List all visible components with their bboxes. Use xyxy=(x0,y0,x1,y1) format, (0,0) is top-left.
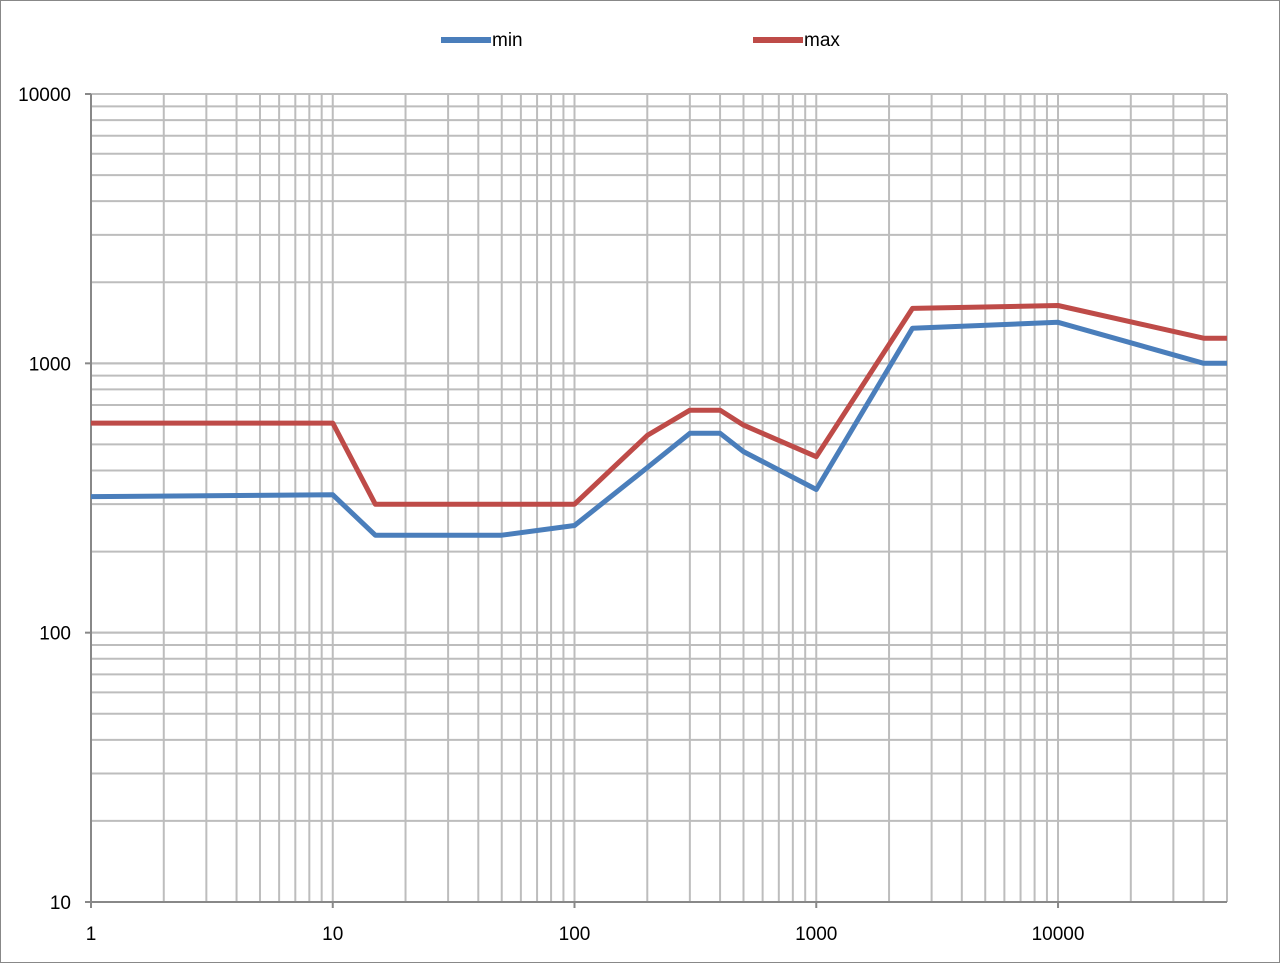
series-line-min xyxy=(90,319,1227,538)
y-tick-label: 10 xyxy=(50,893,71,914)
x-tick-label: 1 xyxy=(86,924,97,945)
gridlines xyxy=(90,93,1228,903)
legend-label-min: min xyxy=(492,30,523,51)
x-tick-label: 100 xyxy=(559,924,591,945)
x-tick-label: 10 xyxy=(322,924,343,945)
x-tick-label: 10000 xyxy=(1032,924,1085,945)
x-tick-label: 1000 xyxy=(795,924,837,945)
series-lines xyxy=(90,303,1228,538)
legend-label-max: max xyxy=(804,30,840,51)
axes: 1 10 100 1000 10000 10 100 1000 10000 xyxy=(18,85,1227,945)
y-tick-label: 10000 xyxy=(18,85,71,106)
y-tick-label: 1000 xyxy=(29,354,71,375)
legend: min max xyxy=(441,30,840,51)
y-tick-label: 100 xyxy=(39,624,71,645)
